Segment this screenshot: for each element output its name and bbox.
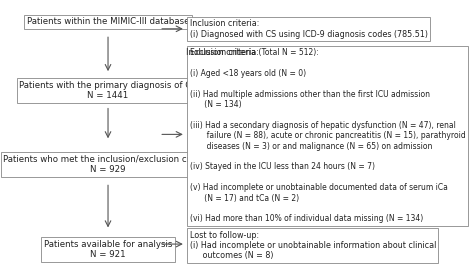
Text: Patients within the MIMIC-III database: Patients within the MIMIC-III database bbox=[27, 17, 189, 27]
Text: Patients with the primary diagnosis of CS
N = 1441: Patients with the primary diagnosis of C… bbox=[19, 81, 197, 100]
Text: Patients who met the inclusion/exclusion criteria
N = 929: Patients who met the inclusion/exclusion… bbox=[3, 155, 213, 174]
Text: Lost to follow-up:
(i) Had incomplete or unobtainable information about clinical: Lost to follow-up: (i) Had incomplete or… bbox=[190, 230, 436, 260]
Text: Exclusion criteria (Total N = 512):

(i) Aged <18 years old (N = 0)

(ii) Had mu: Exclusion criteria (Total N = 512): (i) … bbox=[190, 48, 465, 224]
Text: Patients available for analysis
N = 921: Patients available for analysis N = 921 bbox=[44, 240, 172, 259]
Text: Inclusion criteria:
(i) Diagnosed with CS using ICD-9 diagnosis codes (785.51): Inclusion criteria: (i) Diagnosed with C… bbox=[190, 19, 428, 39]
Text: Inclusion criteria:: Inclusion criteria: bbox=[186, 48, 259, 57]
